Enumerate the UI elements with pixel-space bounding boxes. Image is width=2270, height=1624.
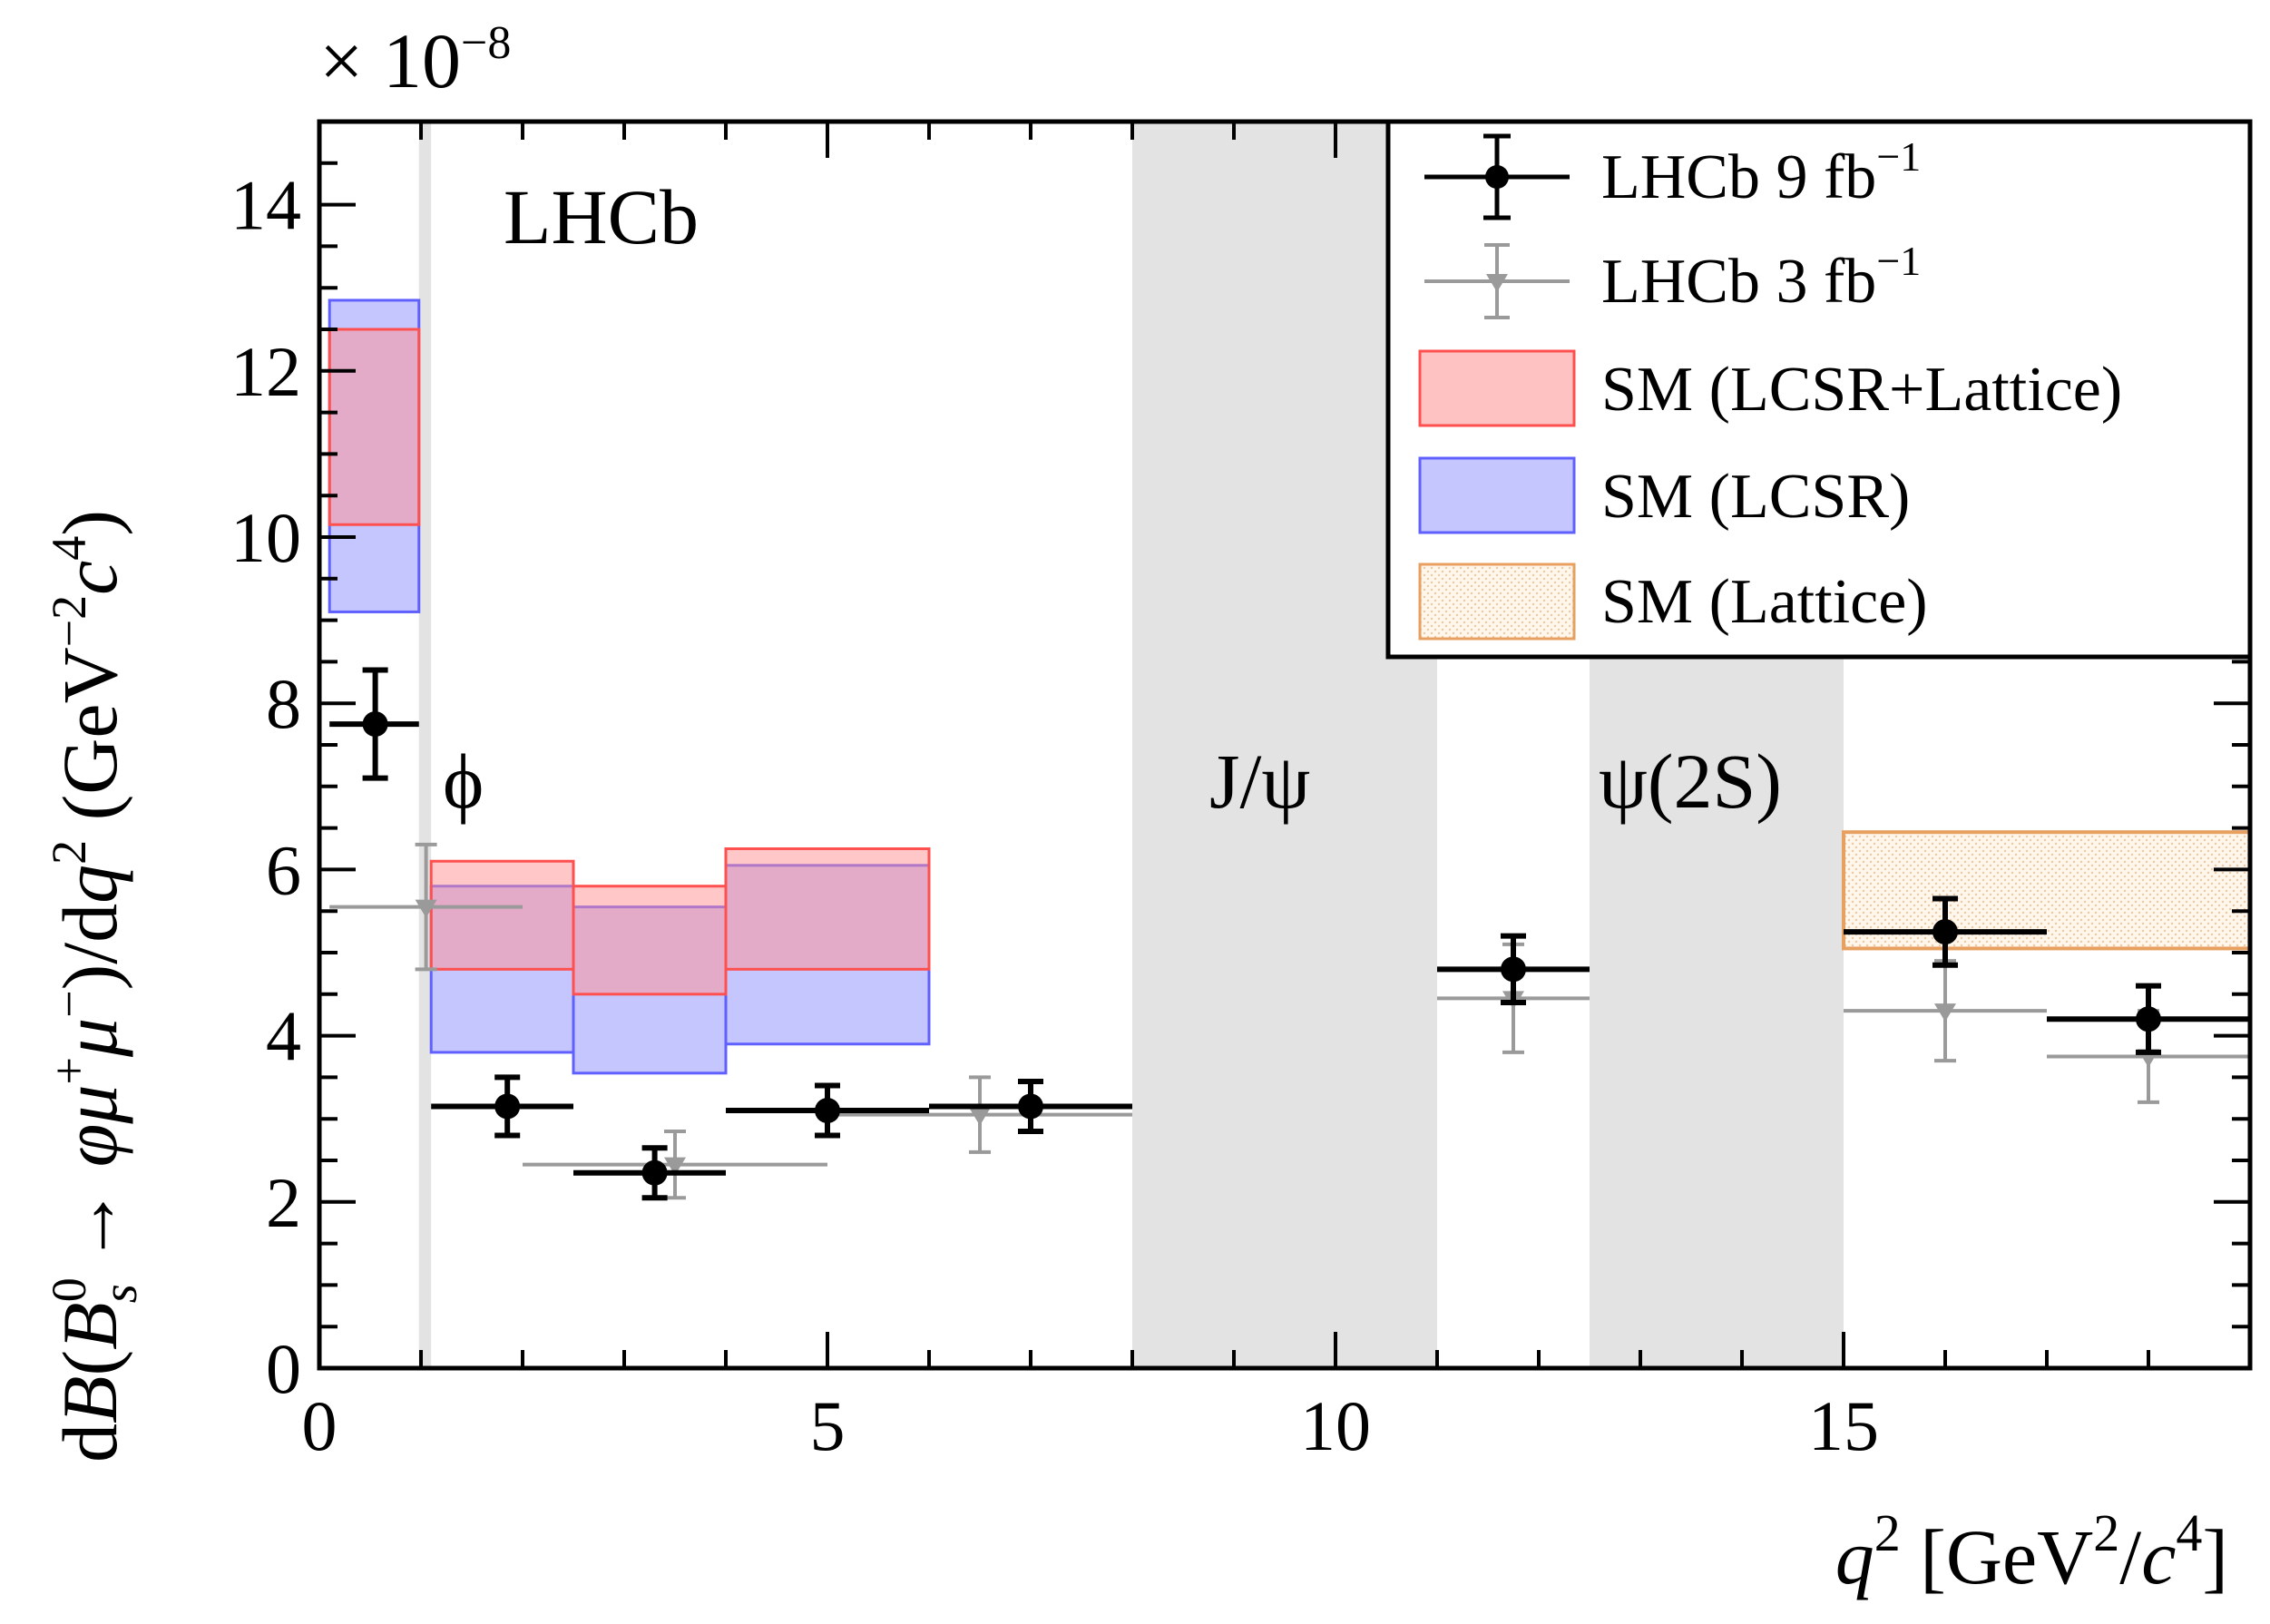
point-lhcb-3fb-1 bbox=[523, 1129, 827, 1200]
point-lhcb-9fb-3 bbox=[726, 1082, 929, 1139]
marker-lhcb-9fb-5 bbox=[1501, 956, 1526, 983]
point-lhcb-9fb-6 bbox=[1844, 895, 2047, 968]
marker-lhcb-9fb-2 bbox=[641, 1159, 668, 1186]
y-exponent-label: × 10−8 bbox=[319, 17, 511, 104]
marker-lhcb-9fb-6 bbox=[1932, 919, 1958, 945]
marker-lhcb-9fb-7 bbox=[2136, 1006, 2161, 1032]
legend-label-sm-lcsr-lattice: SM (LCSR+Lattice) bbox=[1601, 355, 2122, 425]
sm-lcsr-lattice-band-0 bbox=[328, 328, 421, 526]
point-lhcb-9fb-7 bbox=[2047, 983, 2250, 1055]
sm-lcsr-lattice-band-2 bbox=[572, 885, 728, 996]
x-tick-label-10: 10 bbox=[1300, 1386, 1371, 1465]
legend-swatch-sm-lcsr bbox=[1418, 456, 1576, 534]
point-lhcb-3fb-4 bbox=[1844, 959, 2047, 1063]
x-tick-label-0: 0 bbox=[302, 1386, 338, 1465]
y-tick-label-0: 0 bbox=[266, 1329, 301, 1408]
y-tick-label-2: 2 bbox=[266, 1163, 301, 1242]
legend-entry-sm-lcsr: SM (LCSR) bbox=[1418, 456, 1910, 534]
marker-lhcb-9fb-3 bbox=[815, 1098, 840, 1124]
legend-entry-lhcb-9fb: LHCb 9 fb−1 bbox=[1424, 133, 1921, 220]
point-lhcb-9fb-0 bbox=[329, 667, 419, 781]
marker-lhcb-9fb-0 bbox=[362, 711, 388, 738]
marker-lhcb-3fb-4 bbox=[1934, 1003, 1956, 1022]
legend-marker-lhcb-9fb-dot bbox=[1485, 165, 1509, 189]
legend-swatch-sm-lattice bbox=[1418, 563, 1576, 641]
psi2s-veto-label: ψ(2S) bbox=[1599, 738, 1782, 825]
x-axis-title: q2 [GeV2/c4] bbox=[1835, 1503, 2228, 1600]
point-lhcb-9fb-5 bbox=[1437, 933, 1590, 1005]
marker-lhcb-3fb-2 bbox=[969, 1107, 991, 1126]
legend-marker-lhcb-3fb-triangle bbox=[1486, 274, 1508, 292]
plot-frame: 0 2 4 6 8 10 12 14 0 5 10 15 bbox=[230, 119, 2253, 1465]
y-tick-label-4: 4 bbox=[266, 997, 301, 1076]
experiment-label: LHCb bbox=[504, 173, 699, 260]
legend-label-lhcb-3fb: LHCb 3 fb−1 bbox=[1601, 238, 1921, 317]
point-lhcb-3fb-2 bbox=[827, 1075, 1132, 1154]
legend-label-sm-lcsr: SM (LCSR) bbox=[1601, 462, 1910, 532]
x-tick-label-15: 15 bbox=[1808, 1386, 1879, 1465]
sm-lcsr-lattice-band-1 bbox=[429, 859, 575, 971]
marker-lhcb-3fb-1 bbox=[664, 1157, 686, 1176]
y-tick-label-14: 14 bbox=[230, 166, 301, 245]
legend-label-sm-lattice: SM (Lattice) bbox=[1601, 567, 1928, 637]
y-axis-title: dB(B0s → φμ+μ−)/dq2 (GeV−2c4) bbox=[42, 510, 147, 1463]
veto-regions bbox=[418, 122, 1844, 1368]
y-tick-label-10: 10 bbox=[230, 498, 301, 577]
point-lhcb-9fb-2 bbox=[573, 1145, 726, 1201]
point-lhcb-9fb-4 bbox=[929, 1078, 1132, 1134]
marker-lhcb-3fb-0 bbox=[415, 899, 437, 918]
legend-entry-sm-lattice: SM (Lattice) bbox=[1418, 563, 1928, 641]
legend-swatch-sm-lcsr-lattice bbox=[1418, 349, 1576, 427]
sm-lcsr-lattice-band-3 bbox=[724, 847, 931, 971]
marker-lhcb-9fb-1 bbox=[494, 1093, 521, 1120]
veto-region-phi bbox=[418, 122, 432, 1368]
legend-label-lhcb-9fb: LHCb 9 fb−1 bbox=[1601, 133, 1921, 212]
y-tick-label-12: 12 bbox=[230, 332, 301, 411]
jpsi-veto-label: J/ψ bbox=[1209, 738, 1310, 825]
marker-lhcb-9fb-4 bbox=[1018, 1093, 1043, 1120]
x-tick-label-5: 5 bbox=[810, 1386, 846, 1465]
legend-entry-lhcb-3fb: LHCb 3 fb−1 bbox=[1424, 238, 1921, 319]
point-lhcb-9fb-1 bbox=[431, 1074, 573, 1139]
sm-prediction-bands bbox=[328, 298, 2252, 1075]
point-lhcb-3fb-0 bbox=[329, 842, 523, 972]
legend-entry-sm-lcsr-lattice: SM (LCSR+Lattice) bbox=[1418, 349, 2122, 427]
legend: LHCb 9 fb−1 LHCb 3 fb−1 SM (LCSR+Lattice… bbox=[1385, 119, 2253, 660]
phi-veto-label: ϕ bbox=[443, 738, 484, 825]
y-tick-label-6: 6 bbox=[266, 830, 301, 909]
data-series bbox=[329, 667, 2250, 1201]
y-tick-label-8: 8 bbox=[266, 664, 301, 743]
